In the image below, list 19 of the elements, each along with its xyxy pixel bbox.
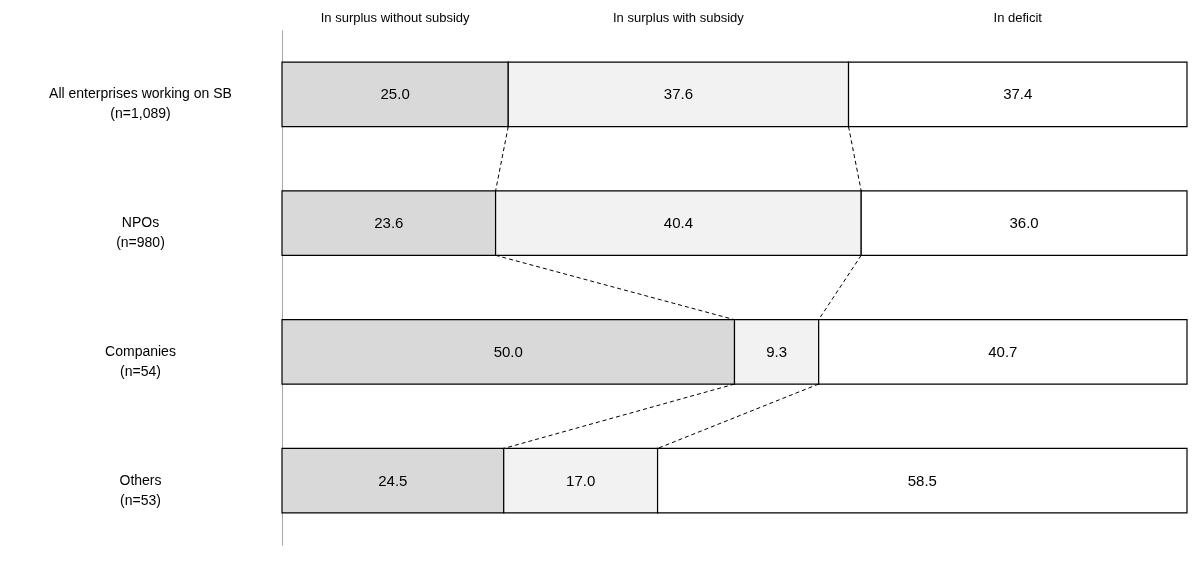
data-label: 25.0 — [380, 85, 410, 103]
data-label: 58.5 — [907, 471, 937, 489]
y-tick-label: Others (n=53) — [119, 471, 162, 508]
data-label: 23.6 — [374, 214, 404, 232]
data-label: 9.3 — [766, 342, 788, 360]
data-label: 17.0 — [566, 471, 596, 489]
text: In surplus with subsidy — [613, 10, 745, 25]
y-tick-label: Companies (n=54) — [105, 342, 176, 379]
text: In surplus without subsidy — [320, 10, 471, 25]
text: In deficit — [993, 10, 1043, 25]
y-tick-label: NPOs (n=980) — [116, 214, 165, 251]
data-label: 24.5 — [378, 471, 408, 489]
data-label: 37.6 — [663, 85, 693, 103]
data-label: 50.0 — [493, 342, 523, 360]
y-tick-label: All enterprises working on SB (n=1,089) — [49, 85, 232, 122]
data-label: 40.4 — [663, 214, 693, 232]
data-label: 37.4 — [1003, 85, 1033, 103]
data-label: 40.7 — [988, 342, 1018, 360]
data-label: 36.0 — [1009, 214, 1039, 232]
